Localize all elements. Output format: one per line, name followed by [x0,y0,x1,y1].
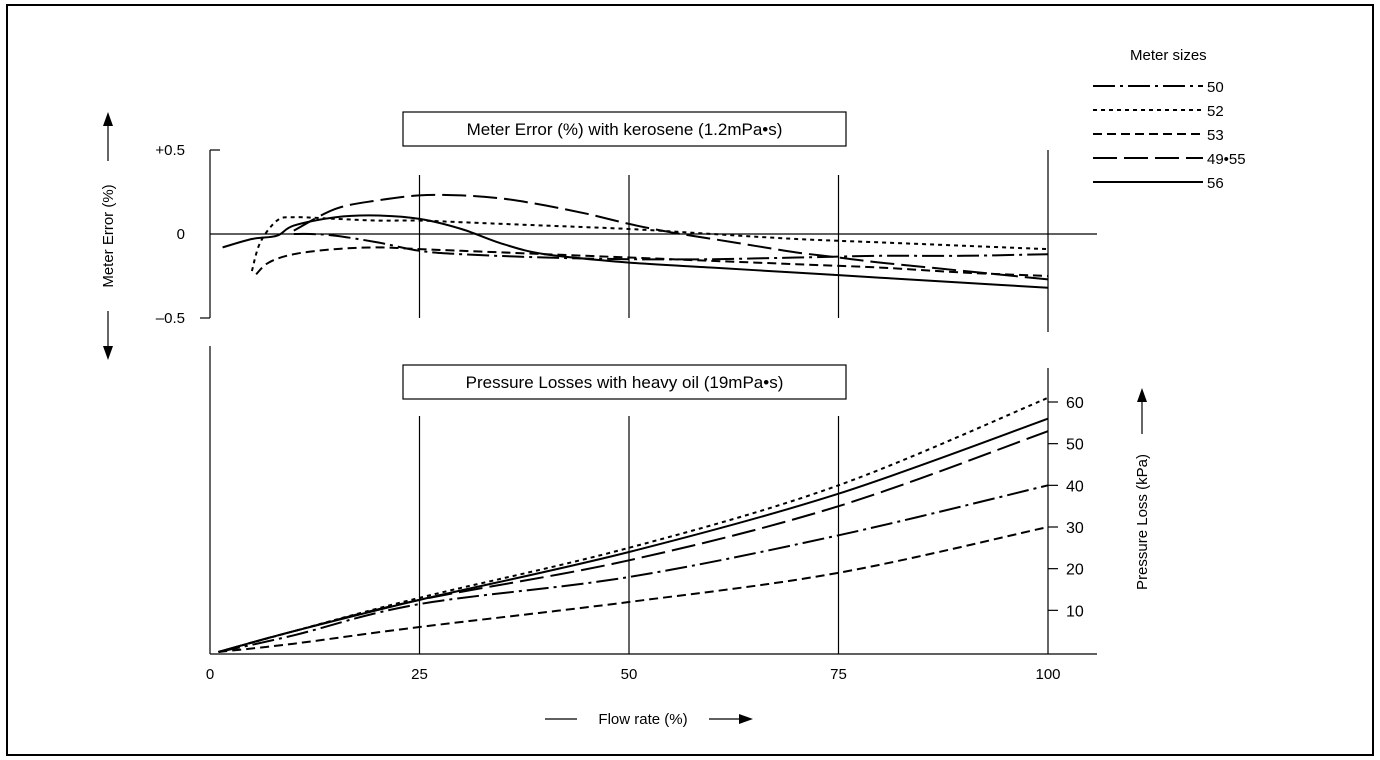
pressure-series-53 [218,526,1049,653]
legend-item-52: 52 [1093,103,1224,120]
meter-error-title-box [402,111,847,147]
legend-label-49•55: 49•55 [1207,151,1246,168]
meter-error-series-49•55 [293,193,1049,281]
svg-text:Flow rate (%): Flow rate (%) [598,711,687,728]
legend-item-50: 50 [1093,79,1224,96]
svg-text:Pressure Loss (kPa): Pressure Loss (kPa) [1134,454,1151,590]
x-tick-label: 75 [830,666,847,683]
x-tick-label: 50 [621,666,638,683]
pressure-tick-label: 10 [1066,603,1084,620]
pressure-series-56 [218,417,1049,653]
pressure-tick-label: 60 [1066,395,1084,412]
meter-error-series-50 [293,232,1049,261]
pressure-tick-label: 20 [1066,562,1084,579]
legend-label-50: 50 [1207,79,1224,96]
meter-error-title: Meter Error (%) with kerosene (1.2mPa•s) [467,120,783,139]
svg-text:Meter Error (%): Meter Error (%) [100,184,117,287]
pressure-tick-label: 40 [1066,478,1084,495]
pressure-y-label: Pressure Loss (kPa) [1134,388,1151,590]
legend-item-49•55: 49•55 [1093,151,1246,168]
figure-frame [6,4,1374,756]
legend-label-52: 52 [1207,103,1224,120]
legend-item-53: 53 [1093,127,1224,144]
pressure-title-box [402,364,847,400]
pressure-title: Pressure Losses with heavy oil (19mPa•s) [466,373,784,392]
meter-error-series-53 [255,246,1049,277]
meter-error-tick-label: –0.5 [156,310,185,327]
x-axis-label: Flow rate (%) [545,711,753,728]
meter-error-series-52 [250,216,1049,272]
meter-error-y-label: Meter Error (%) [100,112,117,360]
pressure-series-50 [218,484,1049,653]
meter-error-series-56 [222,214,1049,289]
meter-error-tick-label: 0 [177,226,185,243]
legend-title: Meter sizes [1130,47,1207,64]
pressure-tick-label: 50 [1066,437,1084,454]
legend-item-56: 56 [1093,175,1224,192]
pressure-series-52 [218,396,1049,653]
x-tick-label: 100 [1035,666,1060,683]
x-tick-label: 0 [206,666,214,683]
x-tick-label: 25 [411,666,428,683]
legend-label-53: 53 [1207,127,1224,144]
meter-error-tick-label: +0.5 [155,142,185,159]
legend-label-56: 56 [1207,175,1224,192]
pressure-tick-label: 30 [1066,520,1084,537]
